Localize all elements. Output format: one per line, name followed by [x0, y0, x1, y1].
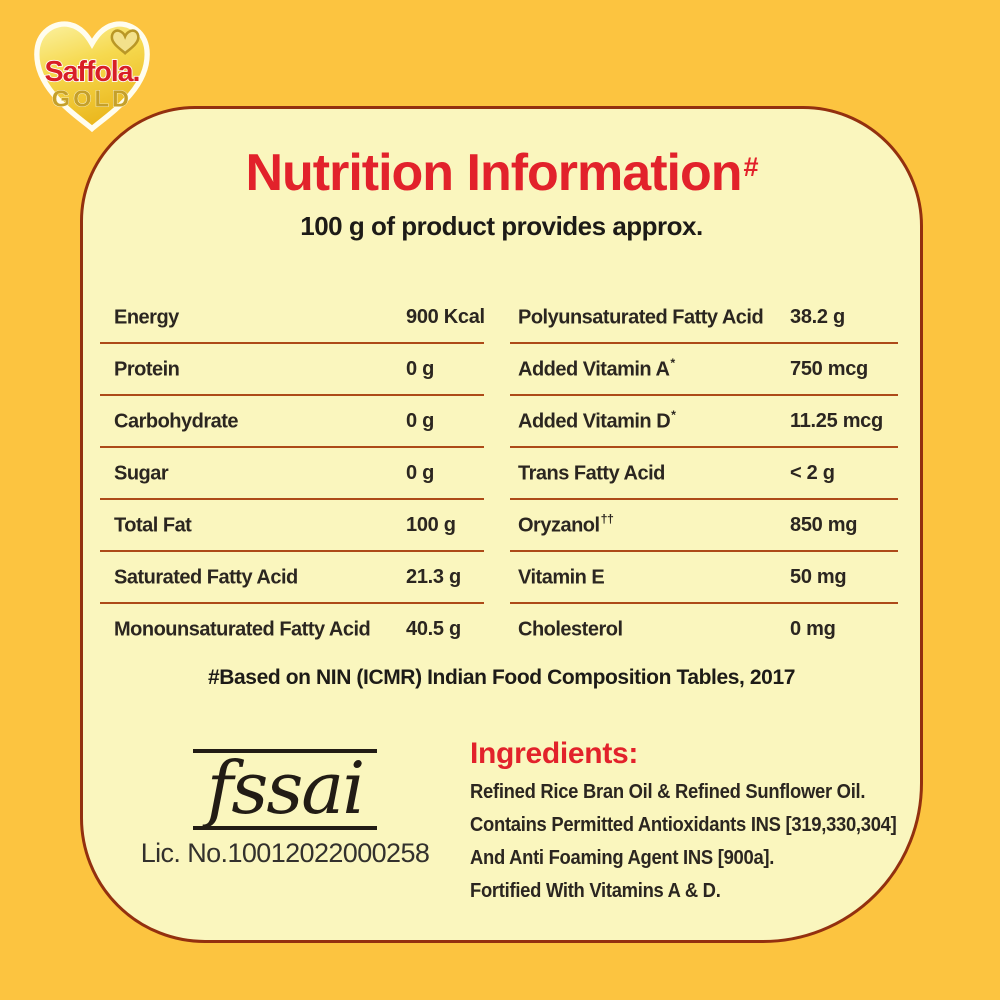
nutrient-label: Protein	[100, 357, 180, 382]
nutrient-value: 0 g	[406, 409, 434, 432]
ingredients-section: Ingredients: Refined Rice Bran Oil & Ref…	[470, 737, 940, 913]
nutrient-value: 0 g	[406, 461, 434, 484]
nutrient-value: 100 g	[406, 513, 456, 536]
table-row: Cholesterol 0 mg	[510, 604, 898, 654]
table-row: Oryzanol†† 850 mg	[510, 500, 898, 552]
ingredient-line: And Anti Foaming Agent INS [900a].	[470, 847, 775, 869]
nutrient-value: 38.2 g	[790, 305, 845, 328]
table-row: Trans Fatty Acid < 2 g	[510, 448, 898, 500]
table-row: Polyunsaturated Fatty Acid 38.2 g	[510, 292, 898, 344]
nutrient-value: 11.25 mcg	[790, 409, 883, 432]
table-row: Energy 900 Kcal	[100, 292, 485, 344]
table-row: Sugar 0 g	[100, 448, 484, 500]
nutrient-value: 40.5 g	[406, 617, 461, 640]
nutrient-label-text: Carbohydrate	[114, 410, 239, 433]
nutrient-label-text: Energy	[114, 306, 179, 329]
table-row: Added Vitamin D* 11.25 mcg	[510, 396, 898, 448]
nutrition-table-left-column: Energy 900 Kcal Protein 0 g Carbohydrate…	[100, 292, 485, 654]
table-row: Saturated Fatty Acid 21.3 g	[100, 552, 484, 604]
brand-logo: Saffola. GOLD	[28, 14, 156, 136]
nutrient-label: Sugar	[100, 461, 169, 486]
nutrient-label: Carbohydrate	[100, 409, 239, 434]
nutrient-label: Energy	[100, 305, 180, 330]
page-title-text: Nutrition Information	[245, 144, 742, 202]
nutrient-label: Saturated Fatty Acid	[100, 565, 299, 590]
fssai-logo: fssai Lic. No.10012022000258	[125, 749, 445, 869]
nutrient-label-text: Saturated Fatty Acid	[114, 566, 298, 589]
table-row: Carbohydrate 0 g	[100, 396, 484, 448]
fssai-license-number: Lic. No.10012022000258	[140, 837, 430, 868]
ingredients-heading: Ingredients:	[470, 737, 639, 770]
table-row: Total Fat 100 g	[100, 500, 484, 552]
nutrient-value: 0 g	[406, 357, 434, 380]
nutrient-value: 850 mg	[790, 513, 858, 536]
nutrient-value: 0 mg	[790, 617, 836, 640]
small-heart-icon	[110, 29, 140, 56]
nutrient-label: Monounsaturated Fatty Acid	[100, 617, 371, 642]
nutrient-label-text: Added Vitamin A	[518, 358, 670, 381]
nutrient-label-text: Oryzanol	[518, 514, 600, 537]
brand-variant: GOLD	[52, 85, 132, 111]
nutrient-value: 750 mcg	[790, 357, 868, 380]
nutrient-label: Oryzanol††	[510, 511, 614, 538]
title-superscript: #	[743, 152, 758, 182]
nutrient-label-text: Vitamin E	[518, 566, 605, 589]
nutrient-value: 900 Kcal	[406, 305, 485, 328]
saffola-heart-icon: Saffola. GOLD	[34, 21, 150, 133]
nutrition-panel: Nutrition Information# 100 g of product …	[80, 106, 923, 943]
nutrient-label-text: Monounsaturated Fatty Acid	[114, 618, 371, 641]
nutrient-label-text: Trans Fatty Acid	[518, 462, 665, 485]
table-row: Protein 0 g	[100, 344, 484, 396]
nutrient-label: Cholesterol	[510, 617, 624, 642]
nutrient-label: Added Vitamin D*	[510, 407, 676, 434]
nutrient-label: Polyunsaturated Fatty Acid	[510, 305, 764, 330]
nutrient-label-sup: *	[671, 407, 676, 422]
nutrient-label-text: Polyunsaturated Fatty Acid	[518, 306, 764, 329]
table-row: Added Vitamin A* 750 mcg	[510, 344, 898, 396]
page-title: Nutrition Information#	[83, 139, 920, 201]
nutrient-label-text: Protein	[114, 358, 180, 381]
nutrient-value: 50 mg	[790, 565, 847, 588]
nutrient-value: < 2 g	[790, 461, 835, 484]
nutrient-label-text: Sugar	[114, 462, 169, 485]
footnote: #Based on NIN (ICMR) Indian Food Composi…	[207, 666, 796, 689]
nutrient-label: Trans Fatty Acid	[510, 461, 666, 486]
nutrient-label-text: Total Fat	[114, 514, 192, 537]
nutrient-value: 21.3 g	[406, 565, 461, 588]
nutrient-label-text: Cholesterol	[518, 618, 623, 641]
ingredient-line: Refined Rice Bran Oil & Refined Sunflowe…	[470, 781, 866, 803]
nutrient-label: Vitamin E	[510, 565, 605, 590]
table-row: Vitamin E 50 mg	[510, 552, 898, 604]
table-row: Monounsaturated Fatty Acid 40.5 g	[100, 604, 484, 654]
nutrition-table-right-column: Polyunsaturated Fatty Acid 38.2 g Added …	[510, 292, 898, 654]
subtitle: 100 g of product provides approx.	[300, 211, 703, 241]
nutrient-label-sup: ††	[600, 511, 614, 526]
nutrient-label-text: Added Vitamin D	[518, 410, 671, 433]
nutrient-label: Total Fat	[100, 513, 192, 538]
brand-name: Saffola.	[45, 56, 140, 88]
ingredient-line: Contains Permitted Antioxidants INS [319…	[470, 814, 897, 836]
ingredient-line: Fortified With Vitamins A & D.	[470, 880, 721, 902]
nutrient-label-sup: *	[670, 355, 675, 370]
nutrient-label: Added Vitamin A*	[510, 355, 675, 382]
fssai-wordmark: fssai	[192, 749, 378, 830]
